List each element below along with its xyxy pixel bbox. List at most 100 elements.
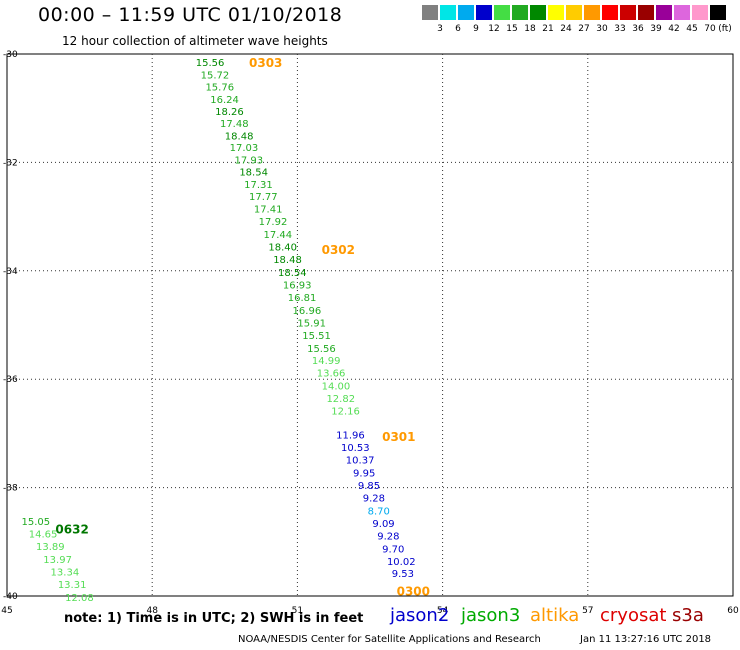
color-scale-swatch [548,5,564,20]
color-scale-label: 18 [524,24,536,34]
wave-height-point: 15.56 [196,58,225,69]
color-scale-swatch [692,5,708,20]
color-scale-label: 6 [455,24,461,34]
wave-height-point: 9.28 [377,531,399,542]
x-tick-label: 45 [1,606,12,616]
color-scale-swatch [656,5,672,20]
color-scale-label: 9 [473,24,479,34]
wave-height-point: 17.31 [244,180,273,191]
wave-height-point: 15.05 [22,517,51,528]
wave-height-point: 11.96 [336,430,365,441]
x-tick-label: 60 [727,606,739,616]
wave-height-point: 18.40 [268,242,297,253]
plot-frame [6,53,734,597]
time-label: 0300 [397,585,430,599]
time-label: 0303 [249,56,282,70]
x-tick-label: 48 [146,606,158,616]
wave-height-point: 16.24 [210,95,239,106]
wave-height-point: 17.48 [220,119,249,130]
wave-height-point: 13.66 [317,369,346,380]
wave-height-point: 12.82 [326,394,355,405]
wave-height-point: 18.48 [225,131,254,142]
wave-height-point: 16.81 [288,293,317,304]
wave-height-point: 10.02 [387,557,416,568]
y-tick-label: -36 [3,375,18,385]
wave-height-point: 15.91 [297,318,326,329]
wave-height-point: 18.54 [278,268,307,279]
color-scale-swatch [674,5,690,20]
x-tick-label: 54 [437,606,449,616]
wave-height-point: 17.44 [264,230,293,241]
color-scale-swatch [530,5,546,20]
y-tick-label: -30 [3,50,18,60]
color-scale-label: 24 [560,24,572,34]
color-scale-label: 45 [686,24,698,34]
legend-altika: altika [530,605,580,626]
color-scale-swatch [494,5,510,20]
y-tick-label: -38 [3,484,18,494]
color-scale-unit: (ft) [718,24,732,34]
color-scale-swatch [602,5,618,20]
x-tick-label: 57 [582,606,593,616]
x-tick-label: 51 [292,606,303,616]
wave-height-point: 15.51 [302,331,331,342]
time-label: 0301 [382,430,415,444]
chart-subtitle: 12 hour collection of altimeter wave hei… [62,34,328,48]
time-label: 0632 [55,522,88,536]
legend-jason3: jason3 [461,605,521,626]
wave-height-point: 17.41 [254,204,283,215]
time-label: 0302 [322,243,355,257]
color-scale-label: 27 [578,24,590,34]
wave-height-point: 18.26 [215,107,244,118]
footer-credit: NOAA/NESDIS Center for Satellite Applica… [238,634,541,645]
wave-height-point: 10.37 [346,455,375,466]
footer-timestamp: Jan 11 13:27:16 UTC 2018 [580,634,712,645]
color-scale-label: 70 [704,24,716,34]
wave-height-point: 16.93 [283,280,312,291]
y-tick-label: -34 [3,267,18,277]
color-scale-label: 12 [488,24,500,34]
legend-s3a: s3a [672,605,704,626]
wave-height-point: 9.28 [363,493,385,504]
wave-height-point: 17.77 [249,192,278,203]
wave-height-point: 13.89 [36,542,65,553]
color-scale-label: 36 [632,24,644,34]
color-scale-label: 42 [668,24,680,34]
color-scale-swatch [458,5,474,20]
legend-cryosat: cryosat [600,605,667,626]
wave-height-point: 13.34 [51,568,80,579]
wave-height-point: 17.93 [234,156,263,167]
color-scale-label: 33 [614,24,626,34]
wave-height-point: 16.96 [293,306,322,317]
wave-height-point: 9.09 [372,519,394,530]
color-scale-label: 3 [437,24,443,34]
color-scale-swatch [620,5,636,20]
color-scale-label: 15 [506,24,518,34]
color-scale-label: 30 [596,24,608,34]
wave-height-point: 8.70 [368,506,390,517]
color-scale-label: 39 [650,24,662,34]
wave-height-point: 18.48 [273,255,302,266]
color-scale-swatch [638,5,654,20]
wave-height-point: 10.53 [341,443,370,454]
legend-jason2: jason2 [390,605,450,626]
color-scale-swatch [440,5,456,20]
wave-height-point: 15.56 [307,344,336,355]
wave-height-point: 9.53 [392,569,414,580]
wave-height-point: 15.72 [201,71,230,82]
y-tick-label: -32 [3,158,18,168]
color-scale-swatch [422,5,438,20]
wave-height-point: 17.03 [230,143,259,154]
wave-height-point: 17.92 [259,217,288,228]
wave-height-point: 13.31 [58,580,87,591]
color-scale-swatch [710,5,726,20]
color-scale-swatch [584,5,600,20]
color-scale-label: 21 [542,24,554,34]
chart-title: 00:00 – 11:59 UTC 01/10/2018 [38,4,343,26]
color-scale-swatch [476,5,492,20]
wave-height-point: 14.99 [312,356,341,367]
color-scale-swatch [512,5,528,20]
y-tick-label: -40 [3,592,18,602]
wave-height-point: 12.08 [65,593,94,604]
wave-height-point: 14.65 [29,530,58,541]
